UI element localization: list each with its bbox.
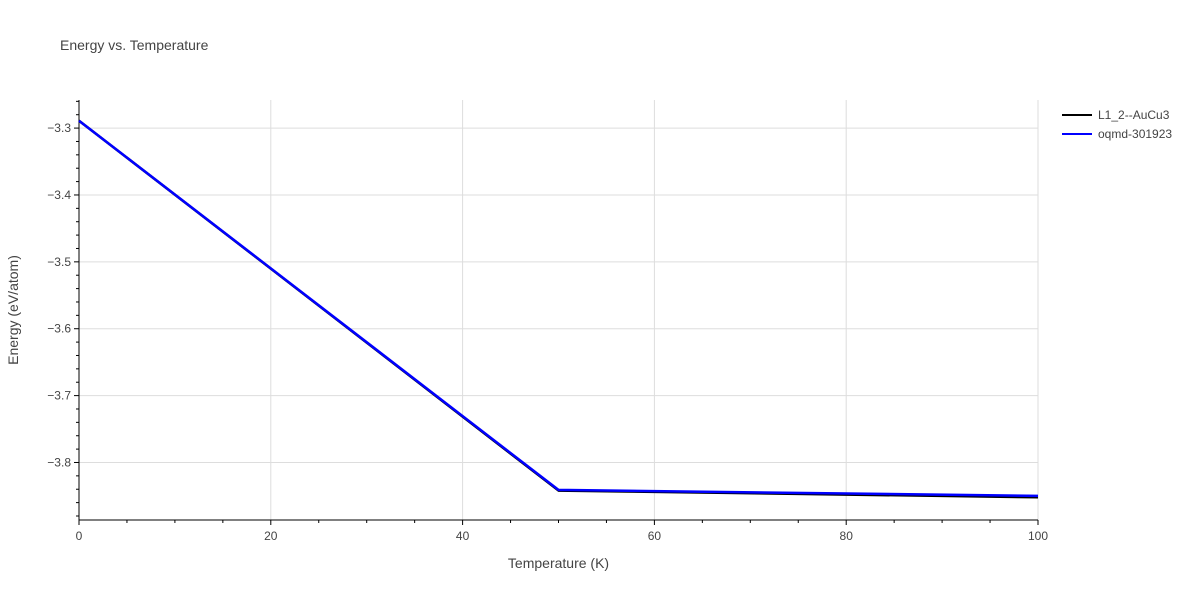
y-tick-label: −3.6: [47, 322, 71, 336]
x-axis-label: Temperature (K): [508, 555, 609, 571]
x-axis-ticks: 0 20 40 60 80 100: [76, 520, 1048, 543]
y-axis-label: Energy (eV/atom): [5, 255, 21, 365]
x-tick-label: 80: [840, 529, 854, 543]
x-gridlines: [270, 100, 1039, 520]
y-tick-label: −3.4: [47, 188, 71, 202]
series-layer: [78, 119, 1039, 499]
legend: L1_2--AuCu3 oqmd-301923: [1062, 108, 1172, 141]
x-tick-label: 40: [456, 529, 470, 543]
y-tick-label: −3.7: [47, 389, 71, 403]
y-axis-ticks: −3.3 −3.4 −3.5 −3.6 −3.7 −3.8: [47, 100, 79, 517]
x-tick-label: 0: [76, 529, 83, 543]
legend-label: L1_2--AuCu3: [1098, 108, 1170, 122]
legend-label: oqmd-301923: [1098, 127, 1172, 141]
series-line-2: [78, 119, 1039, 498]
y-tick-label: −3.3: [47, 121, 71, 135]
x-tick-label: 100: [1028, 529, 1048, 543]
series-line-1: [78, 119, 1039, 499]
y-tick-label: −3.8: [47, 455, 71, 469]
x-tick-label: 20: [264, 529, 278, 543]
y-tick-label: −3.5: [47, 255, 71, 269]
y-gridlines: [79, 127, 1038, 463]
chart-title: Energy vs. Temperature: [60, 37, 209, 53]
x-tick-label: 60: [648, 529, 662, 543]
